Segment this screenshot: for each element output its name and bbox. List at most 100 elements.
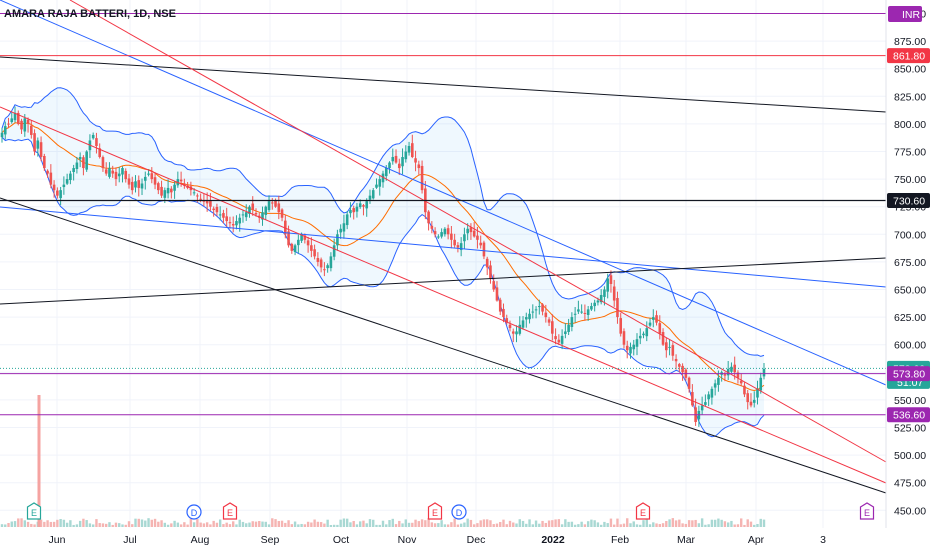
event-badge <box>859 502 875 520</box>
volume-bar <box>681 523 684 527</box>
time-axis[interactable]: Jun Jul Aug Sep Oct Nov Dec 2022 Feb Mar Apr 3 <box>49 534 827 546</box>
volume-bar <box>661 523 665 527</box>
candle-body <box>710 388 714 398</box>
candle-body <box>98 148 101 158</box>
volume-bar <box>30 523 33 527</box>
candle-body <box>345 214 349 226</box>
candle-body <box>635 339 639 347</box>
volume-bar <box>456 524 460 527</box>
volume-bar <box>544 522 548 527</box>
candle-body <box>381 173 385 183</box>
candle-body <box>671 345 675 356</box>
event-marker-earnings[interactable]: E <box>635 502 651 520</box>
volume-bar <box>205 522 209 527</box>
event-marker-earnings[interactable]: E <box>859 502 875 520</box>
candle-body <box>173 184 176 191</box>
price-axis[interactable]: 900.00875.00850.00825.00800.00775.00750.… <box>894 9 926 518</box>
volume-bar <box>697 523 701 527</box>
y-tick-label: 600.00 <box>894 340 926 352</box>
volume-bar <box>368 519 372 527</box>
volume-bar <box>635 524 639 527</box>
candle-body <box>215 206 219 213</box>
candle-body <box>518 324 522 334</box>
currency-label: INR <box>902 9 921 21</box>
event-marker-dividend[interactable]: D <box>186 504 202 520</box>
event-badge <box>427 502 443 520</box>
candle-body <box>707 394 710 400</box>
candle-body <box>538 306 541 308</box>
volume-bar <box>671 518 675 527</box>
event-marker-dividend[interactable]: D <box>451 504 467 520</box>
volume-bar <box>170 523 173 527</box>
x-tick-label: Apr <box>748 534 765 546</box>
volume-bar <box>355 524 359 527</box>
candle-body <box>52 184 56 191</box>
candle-body <box>704 402 707 405</box>
volume-bar <box>163 522 167 527</box>
candle-body <box>642 333 645 336</box>
volume-bar <box>91 524 95 527</box>
volume-bar <box>599 524 603 527</box>
candle-body <box>397 163 401 169</box>
volume-bar <box>326 519 329 527</box>
candle-body <box>580 311 583 313</box>
candle-body <box>303 235 307 240</box>
candle-body <box>13 112 17 121</box>
volume-bar <box>108 522 111 527</box>
volume-bar <box>290 524 294 527</box>
candle-body <box>59 190 62 199</box>
volume-bar <box>365 523 368 527</box>
volume-bar <box>502 519 505 527</box>
candle-body <box>459 243 463 251</box>
event-marker-earnings[interactable]: E <box>427 502 443 520</box>
candle-body <box>554 336 557 340</box>
candle-body <box>515 331 518 335</box>
volume-bar <box>554 519 557 527</box>
volume-bar <box>310 522 313 527</box>
candle-body <box>622 331 626 345</box>
y-tick-label: 450.00 <box>894 505 926 517</box>
volume-bar <box>593 520 596 527</box>
volume-bar <box>329 524 333 527</box>
candle-body <box>687 377 691 389</box>
event-marker-earnings[interactable]: E <box>222 502 238 520</box>
candle-body <box>681 365 684 373</box>
horizontal-lines[interactable] <box>0 13 886 416</box>
candle-body <box>16 112 20 124</box>
volume-bar <box>658 524 661 527</box>
volume-bar <box>85 520 88 527</box>
candle-body <box>391 157 395 162</box>
volume-bar <box>264 521 267 527</box>
volume-bar <box>486 519 489 527</box>
candle-body <box>759 377 763 391</box>
candle-body <box>170 188 173 193</box>
candle-body <box>65 179 69 184</box>
price-tag: 730.60 <box>887 193 930 209</box>
candle-body <box>736 372 740 378</box>
candle-body <box>616 297 619 318</box>
event-letter: E <box>432 508 438 518</box>
event-marker-earnings[interactable]: E <box>26 502 42 520</box>
candle-body <box>231 223 235 226</box>
volume-bar <box>652 522 655 527</box>
volume-bar <box>710 519 714 527</box>
volume-bar <box>137 518 140 527</box>
volume-bar <box>248 522 251 527</box>
currency-badge[interactable]: INR <box>888 6 922 22</box>
volume-bar <box>642 520 645 527</box>
candle-body <box>365 201 369 209</box>
trend-lines[interactable] <box>0 0 887 494</box>
volume-bar <box>300 523 303 527</box>
volume-bar <box>482 519 486 527</box>
volume-bar <box>212 520 215 527</box>
candle-body <box>570 317 574 327</box>
volume-bar <box>459 523 463 527</box>
event-letter: E <box>640 508 646 518</box>
candle-body <box>599 295 603 303</box>
candle-body <box>297 239 300 246</box>
event-badge <box>222 502 238 520</box>
volume-bar <box>525 523 528 527</box>
volume-bar <box>407 522 411 527</box>
